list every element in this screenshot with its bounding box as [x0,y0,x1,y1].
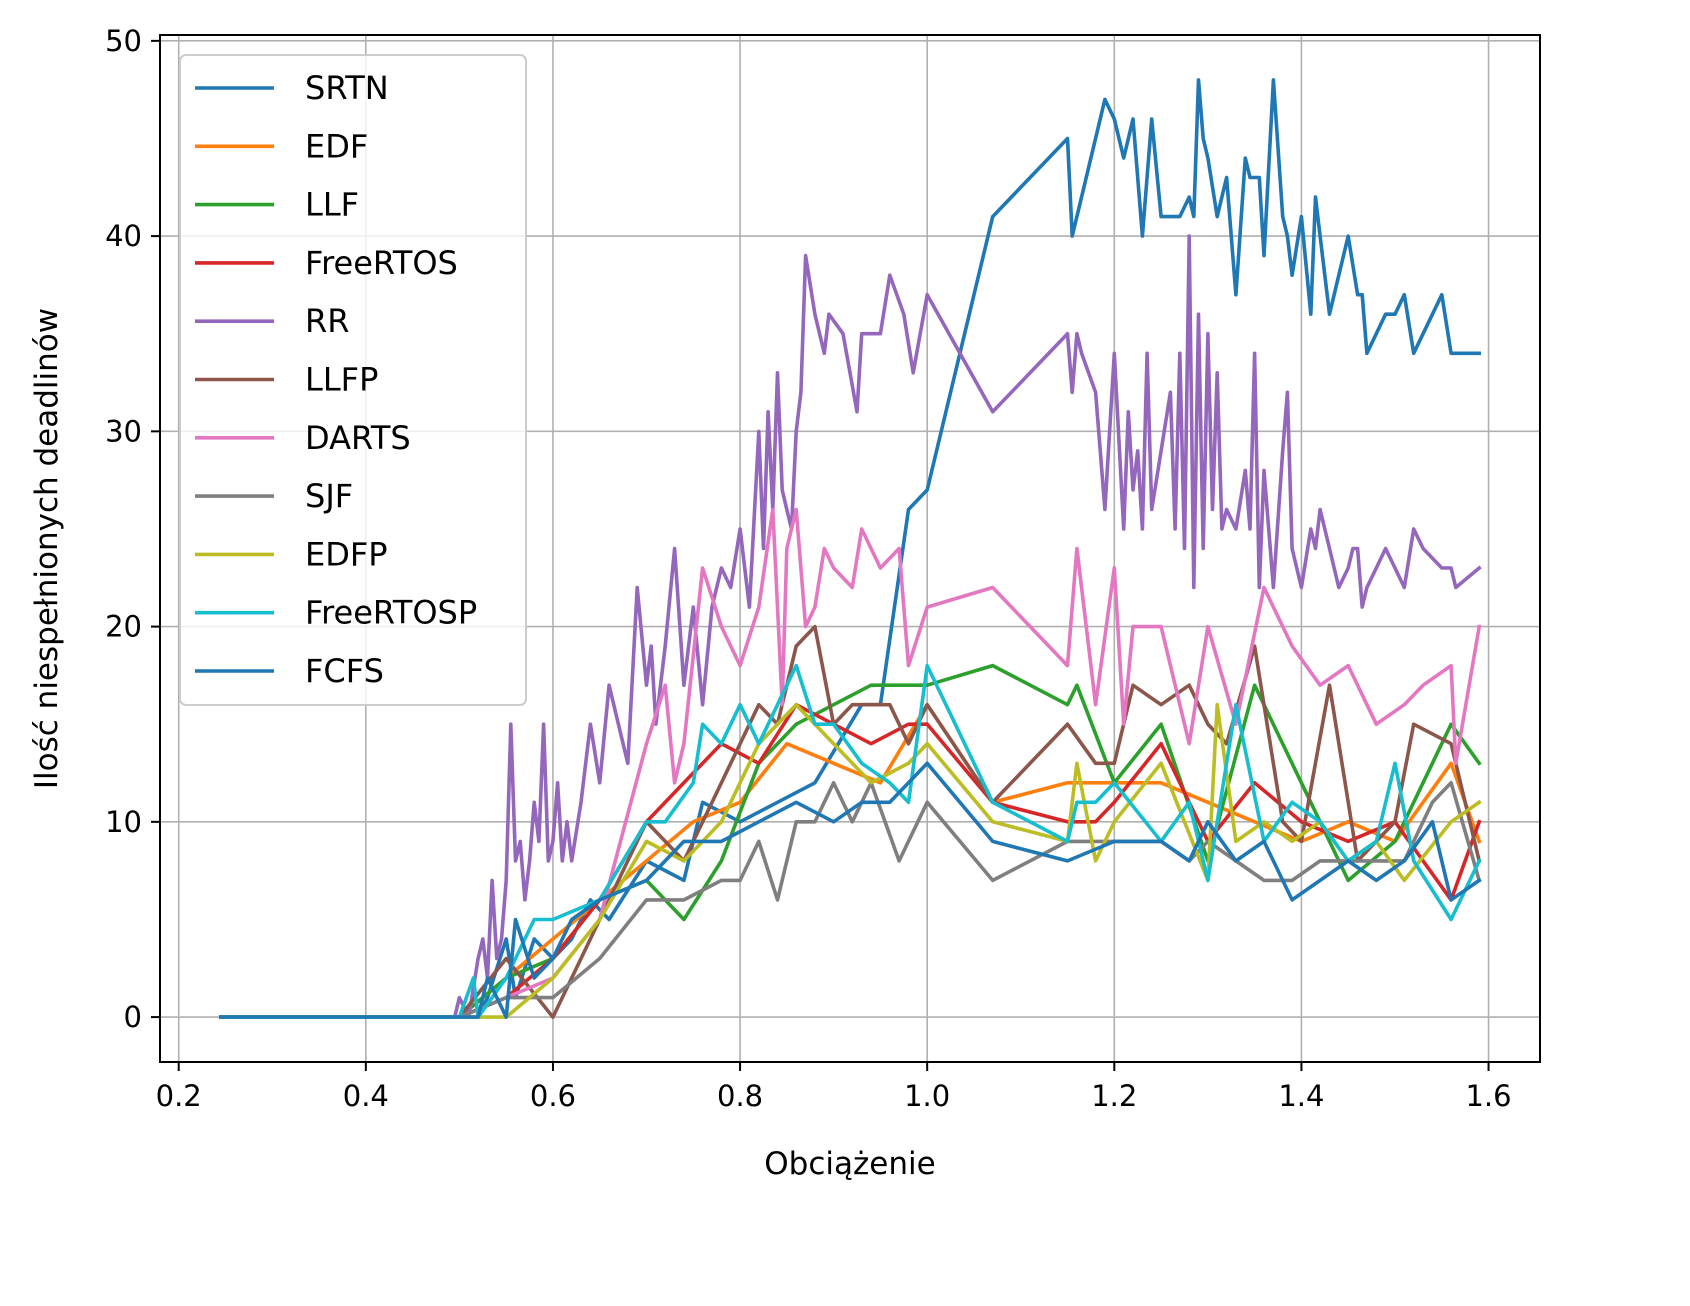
x-tick-label: 1.2 [1091,1079,1137,1113]
y-axis-label: Ilość niespełnionych deadlinów [29,308,65,789]
legend-label-sjf: SJF [305,477,353,515]
y-tick-label: 40 [105,219,142,253]
series-line-rr [219,234,1482,1019]
legend-label-edfp: EDFP [305,535,388,573]
legend: SRTN EDF LLF FreeRTOS RR LLFP DARTS SJF EDFP Free… [179,54,527,706]
x-axis-ticks: 0.2 0.4 0.6 0.8 1.0 1.2 1.4 1.6 [156,1062,1512,1113]
legend-label-llfp: LLFP [305,361,378,399]
x-tick-label: 1.4 [1278,1079,1324,1113]
series-line-srtn [219,78,1481,1019]
x-axis-label: Obciążenie [764,1146,935,1182]
plot-frame [159,34,1541,1063]
y-tick-label: 10 [105,805,142,839]
series-line-sjf [219,780,1482,1019]
legend-label-freertosp: FreeRTOSP [305,594,477,632]
x-tick-label: 1.0 [904,1079,950,1113]
y-axis-ticks: 0 10 20 30 40 50 [105,24,160,1034]
x-tick-label: 0.8 [717,1079,763,1113]
legend-label-rr: RR [305,302,349,340]
legend-label-freertos: FreeRTOS [305,244,458,282]
x-tick-label: 0.4 [343,1079,389,1113]
y-tick-label: 50 [105,24,142,58]
y-tick-label: 20 [105,610,142,644]
series-line-freertosp [219,663,1482,1019]
x-tick-label: 0.2 [156,1079,202,1113]
legend-label-fcfs: FCFS [305,652,384,690]
legend-label-srtn: SRTN [305,69,389,107]
legend-label-darts: DARTS [305,419,411,457]
x-tick-label: 1.6 [1465,1079,1511,1113]
y-tick-label: 30 [105,414,142,448]
series-layer [219,78,1482,1019]
series-line-darts [219,507,1482,1019]
x-tick-label: 0.6 [530,1079,576,1113]
legend-box [179,54,527,706]
y-tick-label: 0 [124,1000,142,1034]
series-line-fcfs [219,761,1482,1019]
legend-label-edf: EDF [305,127,368,165]
legend-label-llf: LLF [305,186,359,224]
